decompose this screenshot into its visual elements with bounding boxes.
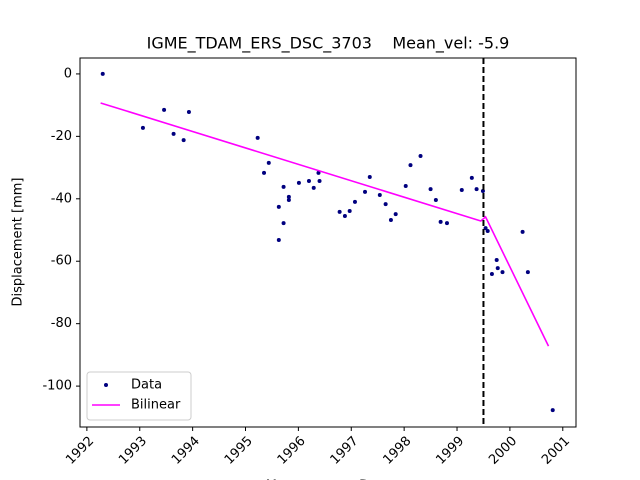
- data-point: [255, 135, 260, 140]
- x-tick-label: 2000: [486, 434, 520, 468]
- data-point: [162, 107, 167, 112]
- x-tick-label: 1995: [222, 434, 256, 468]
- data-point: [489, 272, 494, 277]
- chart-title: IGME_TDAM_ERS_DSC_3703 Mean_vel: -5.9: [147, 34, 510, 54]
- data-point: [281, 221, 286, 226]
- data-point: [367, 174, 372, 179]
- x-tick-label: 1999: [433, 434, 467, 468]
- x-tick-label: 1996: [275, 434, 309, 468]
- data-point: [171, 131, 176, 136]
- data-point: [377, 193, 382, 198]
- data-point: [181, 138, 186, 143]
- x-tick-label: 1992: [63, 434, 97, 468]
- data-point: [403, 183, 408, 188]
- data-point: [311, 185, 316, 190]
- legend-marker: [104, 383, 108, 387]
- data-point: [428, 187, 433, 192]
- data-point: [474, 187, 479, 192]
- data-point: [494, 257, 499, 262]
- x-tick-label: 1994: [169, 434, 203, 468]
- data-point: [286, 194, 291, 199]
- data-point: [383, 202, 388, 207]
- data-point: [483, 226, 488, 231]
- data-point: [100, 71, 105, 76]
- plot-frame: [79, 57, 577, 428]
- data-point: [352, 199, 357, 204]
- data-point: [444, 221, 449, 226]
- data-point: [317, 179, 322, 183]
- x-tick-label: 1993: [116, 434, 150, 468]
- legend-label: Bilinear: [131, 398, 181, 413]
- data-point: [459, 188, 464, 193]
- y-axis-label: Displacement [mm]: [11, 178, 26, 307]
- data-point: [433, 198, 438, 203]
- data-point: [306, 179, 311, 183]
- x-tick-label: 1997: [328, 434, 362, 468]
- data-point: [186, 110, 191, 115]
- data-point: [408, 163, 413, 168]
- data-point: [469, 175, 474, 180]
- y-tick-label: -60: [51, 254, 72, 269]
- data-point: [266, 160, 271, 165]
- data-point: [281, 184, 286, 189]
- legend-label: Data: [131, 378, 162, 393]
- data-point: [418, 154, 423, 159]
- x-tick-label: 2001: [539, 434, 573, 468]
- data-point: [388, 218, 393, 223]
- data-point: [286, 198, 291, 203]
- data-point: [276, 204, 281, 209]
- data-point: [342, 213, 347, 218]
- data-point: [363, 189, 368, 194]
- data-point: [276, 238, 281, 243]
- data-point: [485, 228, 490, 233]
- data-point: [262, 170, 267, 175]
- data-point: [438, 219, 443, 224]
- y-tick-label: -100: [42, 379, 72, 394]
- y-tick-label: -20: [51, 129, 72, 144]
- x-axis-label: Measurement Date: [266, 479, 390, 480]
- fit-line: [100, 102, 550, 347]
- data-point: [500, 270, 505, 275]
- data-point: [140, 125, 145, 130]
- data-point: [393, 212, 398, 217]
- y-tick-label: 0: [64, 66, 72, 81]
- data-point: [550, 408, 555, 413]
- data-point: [316, 170, 321, 175]
- data-point: [296, 180, 301, 185]
- data-point: [337, 209, 342, 214]
- y-tick-label: -80: [51, 316, 72, 331]
- y-tick-label: -40: [51, 191, 72, 206]
- data-point: [520, 229, 525, 234]
- data-point: [525, 270, 530, 275]
- data-point: [347, 208, 352, 213]
- data-point: [495, 266, 500, 271]
- x-tick-label: 1998: [380, 434, 414, 468]
- legend-frame: [86, 371, 192, 421]
